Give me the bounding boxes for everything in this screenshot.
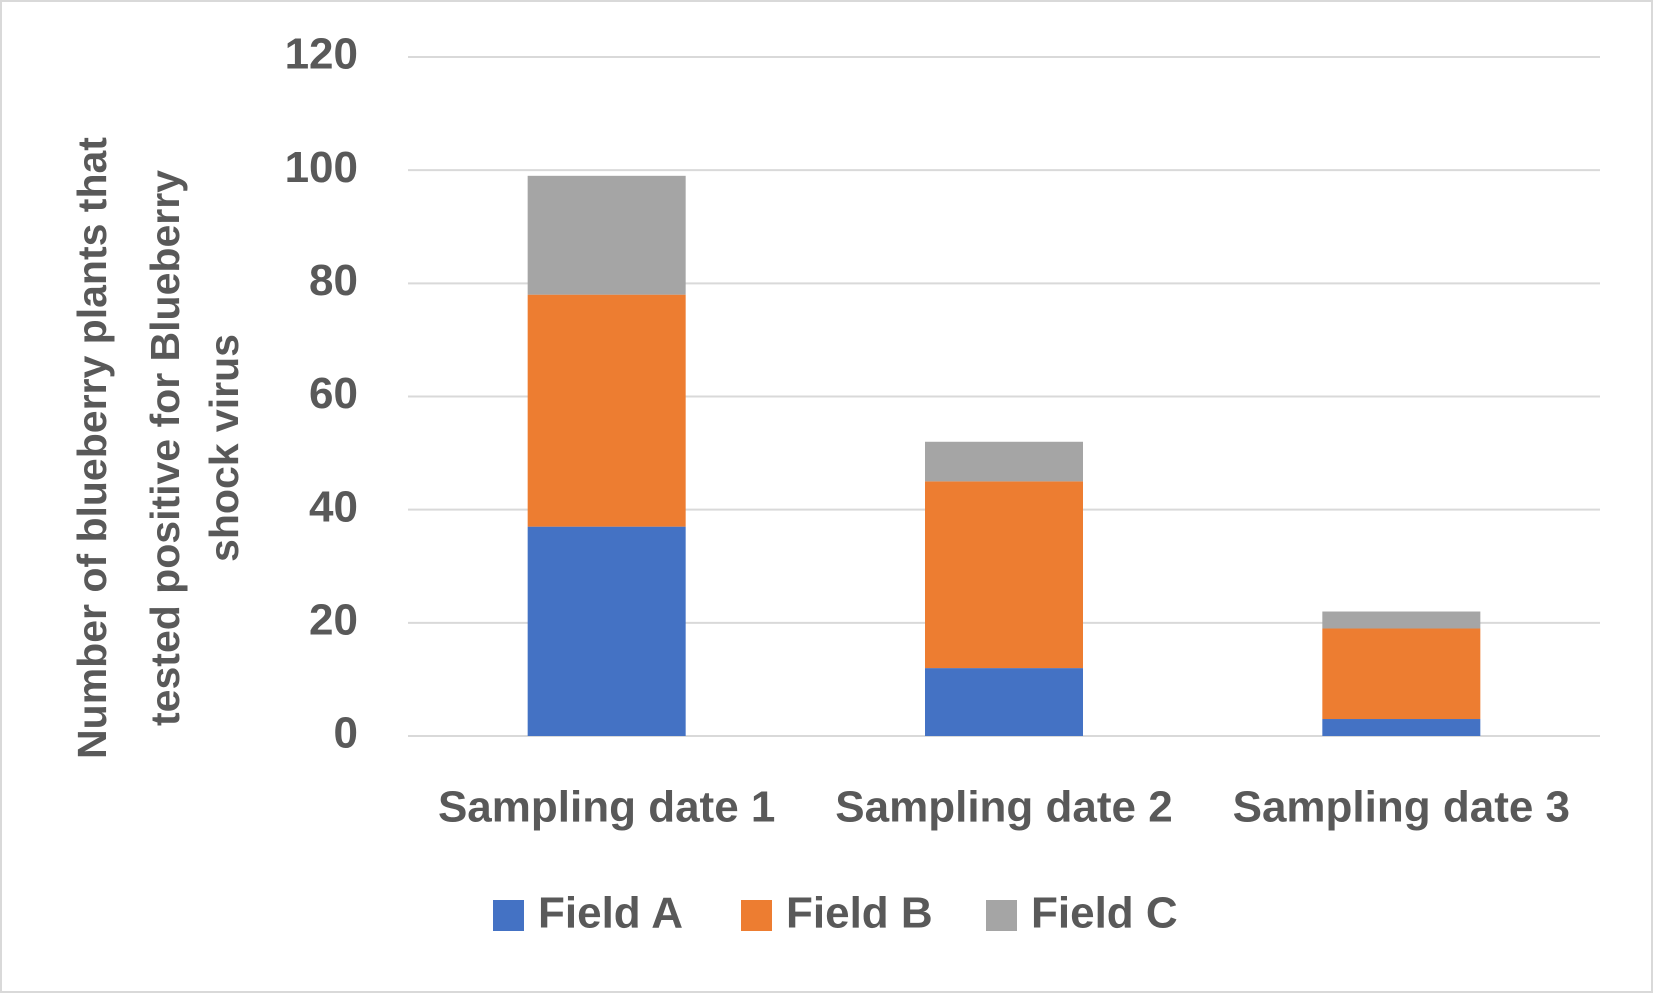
x-tick-label: Sampling date 2 xyxy=(835,783,1172,832)
bar-segment xyxy=(527,175,686,295)
legend-swatch xyxy=(741,900,772,931)
bar-segment xyxy=(1322,628,1481,720)
y-axis-title: tested positive for Blueberry xyxy=(142,170,188,726)
bar-segment xyxy=(925,441,1083,482)
legend-swatch xyxy=(493,900,524,931)
y-tick-label: 100 xyxy=(285,143,358,192)
y-tick-label: 60 xyxy=(309,369,358,418)
legend-label: Field B xyxy=(786,889,933,938)
bar-segment xyxy=(1322,719,1481,736)
bar-segment xyxy=(527,526,686,736)
y-axis-title: Number of blueberry plants that xyxy=(69,137,115,759)
y-tick-label: 120 xyxy=(285,30,358,79)
y-tick-label: 0 xyxy=(334,709,358,758)
y-axis-title: shock virus xyxy=(201,334,247,562)
legend-label: Field C xyxy=(1031,889,1178,938)
y-tick-label: 20 xyxy=(309,595,358,644)
x-tick-label: Sampling date 1 xyxy=(438,783,775,832)
bar-segment xyxy=(925,481,1083,669)
bar-segment xyxy=(925,668,1083,736)
legend-label: Field A xyxy=(538,889,683,938)
y-tick-label: 80 xyxy=(309,256,358,305)
x-tick-label: Sampling date 3 xyxy=(1233,783,1570,832)
y-tick-label: 40 xyxy=(309,482,358,531)
legend-swatch xyxy=(986,900,1017,931)
bar-segment xyxy=(527,294,686,527)
bar-segment xyxy=(1322,611,1481,629)
